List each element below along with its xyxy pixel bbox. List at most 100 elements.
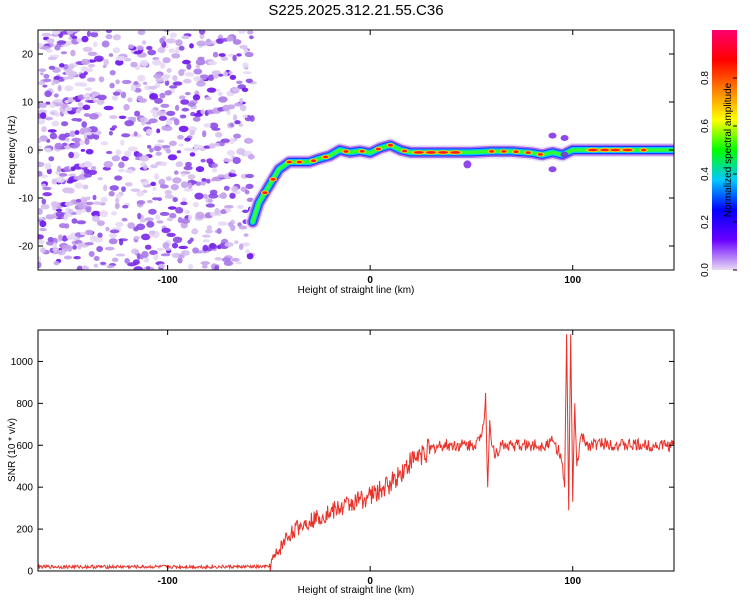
noise-speckle: [68, 71, 78, 77]
noise-speckle: [59, 63, 65, 68]
noise-speckle: [200, 158, 206, 163]
noise-speckle: [152, 187, 157, 191]
noise-speckle: [76, 265, 84, 270]
noise-speckle: [127, 97, 133, 103]
noise-speckle: [115, 197, 120, 204]
colorbar-ticks: 0.0 0.2 0.4 0.6 0.8: [700, 71, 737, 277]
noise-speckle: [150, 109, 157, 114]
noise-speckle: [61, 237, 69, 242]
noise-speckle: [150, 164, 158, 169]
noise-speckle: [48, 156, 55, 162]
snr-y-tick-label: 1000: [11, 357, 34, 368]
noise-speckle: [40, 247, 46, 254]
noise-speckle: [84, 87, 93, 91]
noise-speckle: [74, 82, 85, 87]
ridge-hotspot-core: [270, 178, 276, 181]
noise-speckle: [124, 120, 135, 127]
noise-speckle: [245, 183, 254, 189]
noise-speckle: [121, 133, 131, 138]
noise-speckle: [47, 237, 54, 242]
noise-speckle: [96, 220, 105, 227]
noise-speckle: [93, 256, 100, 261]
noise-speckle: [211, 70, 221, 76]
noise-speckle: [225, 208, 232, 212]
noise-speckle: [133, 266, 143, 270]
noise-speckle: [92, 194, 97, 201]
noise-speckle: [114, 202, 120, 210]
noise-speckle: [165, 148, 171, 154]
noise-speckle: [64, 85, 74, 92]
noise-speckle: [134, 110, 141, 117]
noise-speckle: [215, 132, 223, 138]
disturbance-blob: [560, 135, 569, 141]
noise-speckle: [72, 245, 77, 250]
noise-speckle: [46, 168, 52, 175]
noise-speckle: [40, 112, 47, 120]
noise-speckle: [75, 198, 82, 203]
noise-speckle: [60, 109, 65, 113]
noise-speckle: [178, 245, 188, 250]
noise-speckle: [190, 148, 198, 152]
ridge-hotspot-core: [296, 160, 302, 164]
noise-speckle: [109, 127, 116, 131]
noise-speckle: [111, 257, 119, 262]
noise-speckle: [77, 204, 88, 210]
noise-speckle: [80, 196, 86, 203]
noise-speckle: [64, 202, 74, 207]
noise-speckle: [234, 240, 239, 244]
noise-speckle: [167, 154, 178, 161]
noise-speckle: [100, 261, 107, 265]
noise-speckle: [228, 53, 235, 57]
spectrogram-x-axis-label: Height of straight line (km): [298, 285, 415, 296]
noise-speckle: [206, 38, 211, 44]
noise-speckle: [169, 85, 178, 89]
noise-speckle: [249, 35, 254, 40]
noise-speckle: [87, 67, 93, 73]
noise-speckle: [120, 91, 127, 99]
noise-speckle: [81, 265, 88, 270]
noise-speckle: [211, 167, 218, 173]
noise-speckle: [187, 239, 192, 245]
noise-speckle: [179, 114, 187, 119]
snr-x-axis-label: Height of straight line (km): [298, 585, 415, 596]
noise-speckle: [139, 59, 149, 67]
noise-speckle: [88, 113, 99, 120]
noise-speckle: [41, 32, 52, 38]
noise-speckle: [157, 47, 166, 54]
noise-speckle: [42, 186, 52, 191]
noise-speckle: [112, 34, 121, 41]
noise-speckle: [175, 49, 180, 54]
noise-speckle: [223, 158, 233, 163]
noise-speckle: [223, 205, 234, 209]
noise-speckle: [226, 110, 231, 115]
noise-speckle: [232, 39, 242, 45]
noise-speckle: [68, 151, 74, 159]
noise-speckle: [47, 56, 58, 61]
noise-speckle: [133, 81, 139, 86]
noise-speckle: [192, 247, 200, 254]
noise-speckle: [191, 180, 198, 184]
noise-speckle: [69, 144, 79, 149]
noise-speckle: [189, 130, 195, 136]
noise-speckle: [218, 73, 224, 77]
noise-speckle: [102, 64, 107, 69]
noise-speckle: [69, 130, 76, 137]
noise-speckle: [38, 109, 48, 114]
noise-speckle: [187, 101, 196, 107]
noise-speckle: [52, 98, 63, 103]
noise-speckle: [154, 173, 160, 180]
noise-speckle: [181, 250, 190, 256]
noise-speckle: [96, 246, 103, 252]
noise-speckle: [201, 178, 207, 182]
noise-speckle: [188, 214, 193, 221]
noise-speckle: [236, 53, 242, 57]
noise-speckle: [133, 131, 138, 137]
snr-series-line: [38, 334, 674, 571]
noise-speckle: [136, 95, 143, 102]
noise-speckle: [166, 217, 173, 222]
noise-speckle: [81, 35, 89, 43]
noise-speckle: [115, 59, 124, 66]
noise-speckle: [127, 146, 138, 152]
noise-speckle: [51, 30, 61, 35]
